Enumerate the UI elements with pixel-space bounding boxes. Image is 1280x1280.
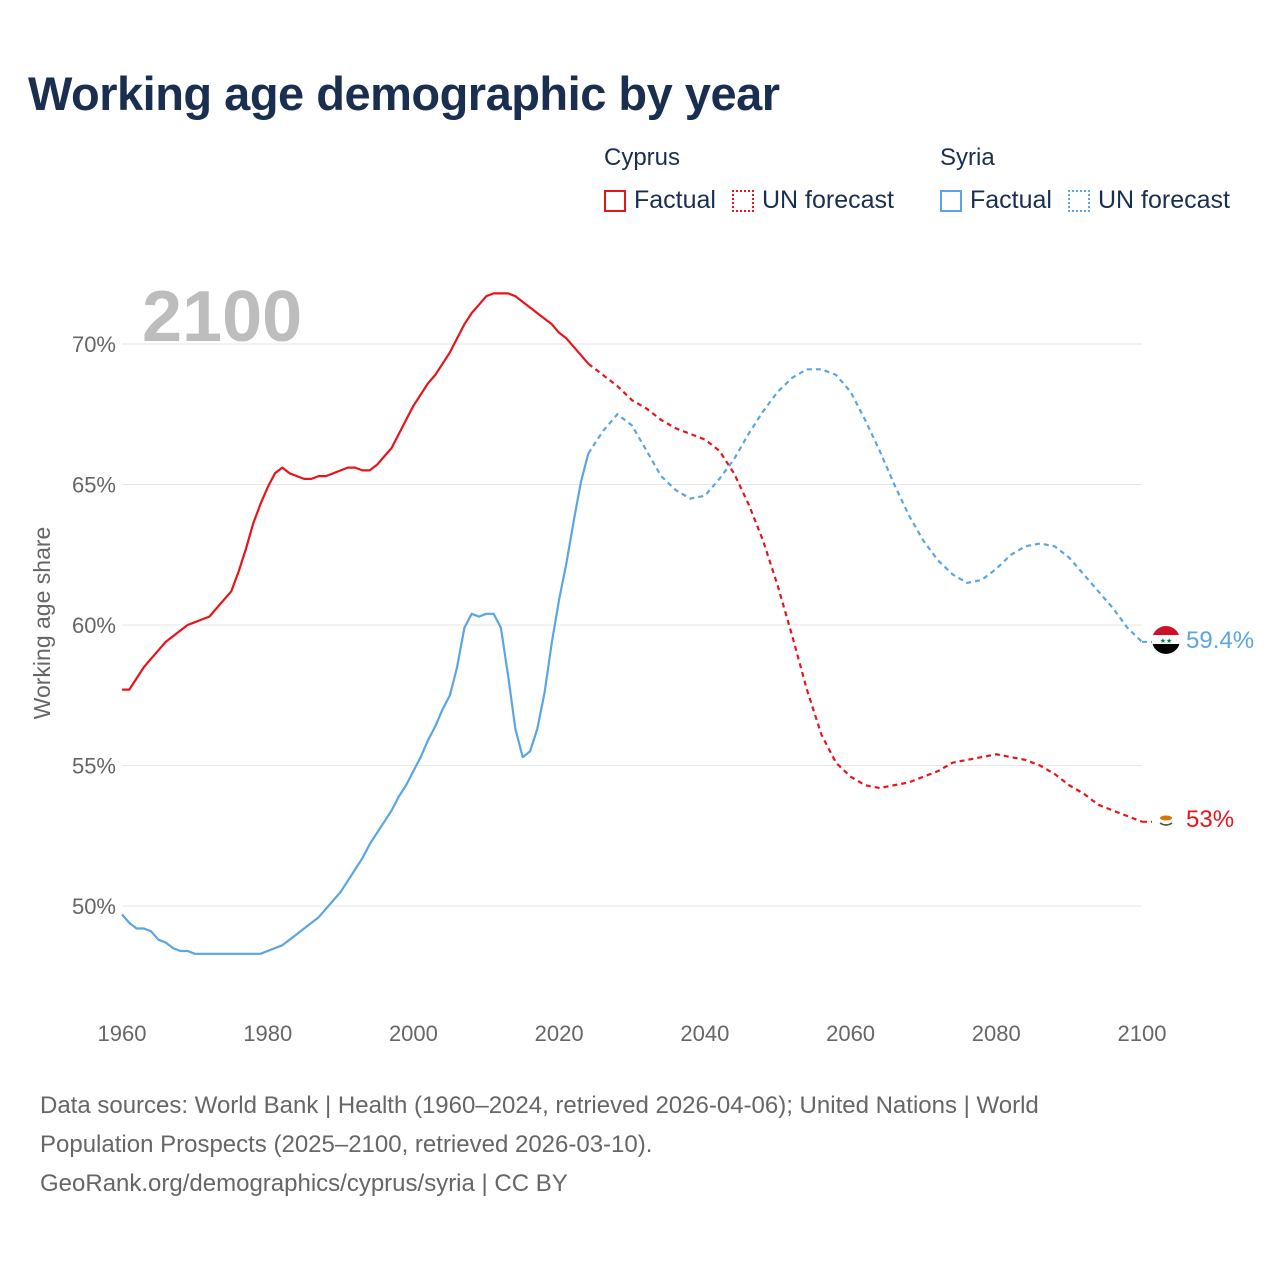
x-tick-label: 2060 <box>826 1021 875 1046</box>
year-label: 2100 <box>142 277 302 357</box>
footer-line-2: Population Prospects (2025–2100, retriev… <box>40 1131 653 1158</box>
x-tick-label: 2040 <box>680 1021 729 1046</box>
legend-group-name: Cyprus <box>604 144 681 171</box>
cyprus-flag-icon <box>1158 812 1174 828</box>
swatch-dotted-icon <box>1067 189 1090 212</box>
line-chart: 2100 50% 55% 60% 65% 70% 1960 1980 2000 2020 204… <box>29 277 1254 1046</box>
legend-group-syria: Syria Factual UN forecast <box>940 144 1246 215</box>
y-tick-label: 65% <box>72 473 116 498</box>
legend-item-syria-forecast[interactable]: UN forecast <box>1067 186 1230 215</box>
series-lines <box>121 292 1152 955</box>
legend-label: UN forecast <box>761 186 894 214</box>
x-tick-label: 2080 <box>972 1021 1021 1046</box>
legend-item-syria-factual[interactable]: Factual <box>940 186 1052 215</box>
y-tick-label: 55% <box>72 754 116 779</box>
swatch-solid-icon <box>940 189 962 212</box>
x-tick-label: 1980 <box>243 1021 292 1046</box>
grid-lines <box>122 343 1142 907</box>
x-tick-label: 2000 <box>389 1021 438 1046</box>
x-tick-label: 1960 <box>98 1021 147 1046</box>
legend-group-cyprus: Cyprus Factual UN forecast <box>604 144 910 215</box>
footer-line-3: GeoRank.org/demographics/cyprus/syria | … <box>40 1170 568 1197</box>
cyprus-factual-line <box>122 292 590 691</box>
x-axis: 1960 1980 2000 2020 2040 2060 2080 2100 <box>98 1021 1167 1046</box>
x-tick-label: 2020 <box>535 1021 584 1046</box>
y-tick-label: 60% <box>72 613 116 638</box>
svg-text:★★: ★★ <box>1160 637 1173 645</box>
legend-label: Factual <box>970 186 1052 214</box>
legend-label: UN forecast <box>1097 186 1230 214</box>
footer: Data sources: World Bank | Health (1960–… <box>40 1086 1240 1203</box>
y-tick-label: 70% <box>72 332 116 357</box>
y-tick-label: 50% <box>72 894 116 919</box>
footer-line-1: Data sources: World Bank | Health (1960–… <box>40 1092 1039 1119</box>
end-value-label-cyprus: 53% <box>1186 806 1234 833</box>
legend-item-cyprus-factual[interactable]: Factual <box>604 186 716 215</box>
swatch-solid-icon <box>604 189 626 212</box>
legend-item-cyprus-forecast[interactable]: UN forecast <box>731 186 894 215</box>
y-axis: 50% 55% 60% 65% 70% <box>72 332 116 919</box>
swatch-dotted-icon <box>731 189 754 212</box>
x-tick-label: 2100 <box>1118 1021 1167 1046</box>
end-value-label-syria: 59.4% <box>1186 627 1254 654</box>
y-axis-label: Working age share <box>29 527 55 720</box>
cyprus-forecast-line <box>587 362 1143 823</box>
syria-flag-icon: ★★ <box>1152 626 1180 654</box>
legend-label: Factual <box>634 186 716 214</box>
legend-group-name: Syria <box>940 144 995 171</box>
syria-factual-line <box>121 453 590 955</box>
syria-forecast-line <box>587 368 1143 643</box>
chart-title: Working age demographic by year <box>28 67 780 120</box>
